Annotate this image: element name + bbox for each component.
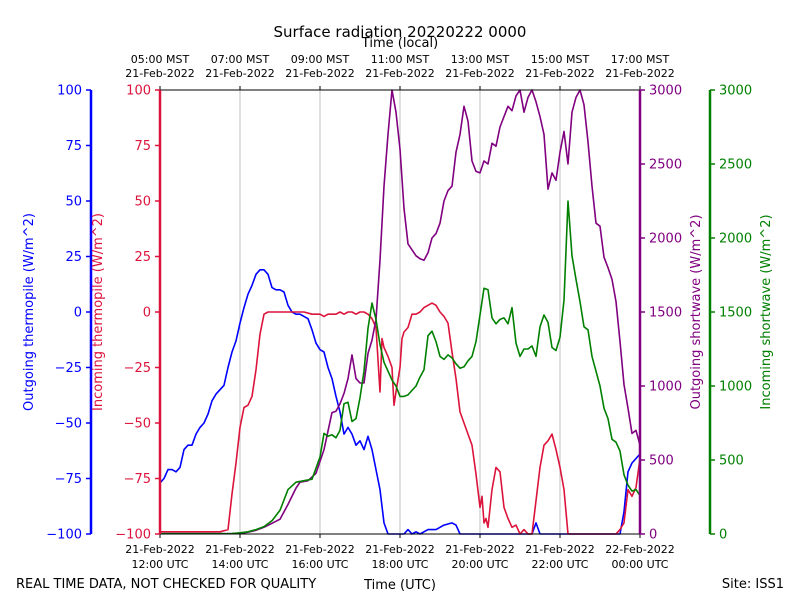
y-tick-label: 0	[74, 306, 82, 321]
top-tick-label-time: 13:00 MST	[451, 53, 510, 66]
x-tick-label-date: 21-Feb-2022	[445, 543, 514, 556]
y-tick-label: 75	[134, 139, 151, 154]
y-tick-label: 1000	[719, 380, 752, 395]
top-tick-label-date: 21-Feb-2022	[205, 67, 274, 80]
x-tick-label-date: 22-Feb-2022	[605, 543, 674, 556]
y-tick-label: 500	[649, 454, 674, 469]
top-axis-label: Time (local)	[361, 36, 438, 51]
y-tick-label: 2500	[649, 158, 682, 173]
top-tick-label-time: 07:00 MST	[211, 53, 270, 66]
top-tick-label-date: 21-Feb-2022	[125, 67, 194, 80]
y-tick-label: −50	[55, 417, 82, 432]
x-tick-label-date: 21-Feb-2022	[525, 543, 594, 556]
x-tick-label-time: 18:00 UTC	[371, 558, 428, 571]
x-tick-label-time: 00:00 UTC	[611, 558, 668, 571]
x-tick-label-date: 21-Feb-2022	[365, 543, 434, 556]
y-tick-label: 2000	[649, 232, 682, 247]
y-tick-label: −75	[124, 472, 151, 487]
y-tick-label: 50	[65, 195, 82, 210]
y-tick-label: 1500	[649, 306, 682, 321]
x-tick-label-time: 16:00 UTC	[291, 558, 348, 571]
y-tick-label: 25	[134, 250, 151, 265]
y-tick-label: 3000	[649, 84, 682, 99]
footer-site: Site: ISS1	[722, 577, 784, 592]
y-tick-label: 0	[649, 528, 657, 543]
top-tick-label-time: 17:00 MST	[611, 53, 670, 66]
x-tick-label-time: 12:00 UTC	[131, 558, 188, 571]
plot-area: 21-Feb-2022 12:00 UTC 21-Feb-2022 14:00 UTC…	[22, 53, 774, 571]
y-axis-label-ax_out_tp: Outgoing thermopile (W/m^2)	[22, 213, 37, 411]
top-tick-label-time: 11:00 MST	[371, 53, 430, 66]
series-line-3	[160, 89, 640, 535]
top-tick-label-time: 05:00 MST	[131, 53, 190, 66]
y-tick-label: −100	[115, 528, 151, 543]
top-tick-label-date: 21-Feb-2022	[605, 67, 674, 80]
x-tick-label-time: 14:00 UTC	[211, 558, 268, 571]
y-tick-label: 100	[126, 84, 151, 99]
y-tick-label: −25	[55, 361, 82, 376]
y-tick-label: 25	[65, 250, 82, 265]
x-axis-label: Time (UTC)	[363, 578, 436, 593]
top-tick-label-time: 15:00 MST	[531, 53, 590, 66]
top-tick-label-date: 21-Feb-2022	[525, 67, 594, 80]
top-tick-label-date: 21-Feb-2022	[445, 67, 514, 80]
series-line-2	[160, 302, 640, 535]
y-tick-label: 2500	[719, 158, 752, 173]
y-tick-label: 100	[57, 84, 82, 99]
top-tick-label-date: 21-Feb-2022	[365, 67, 434, 80]
x-tick-label-date: 21-Feb-2022	[205, 543, 274, 556]
y-axis-label-ax_in_sw: Incoming shortwave (W/m^2)	[759, 214, 774, 409]
y-tick-label: −50	[124, 417, 151, 432]
y-tick-label: 3000	[719, 84, 752, 99]
top-tick-label-time: 09:00 MST	[291, 53, 350, 66]
series-line-4	[160, 200, 640, 535]
x-tick-label-time: 22:00 UTC	[531, 558, 588, 571]
top-tick-label-date: 21-Feb-2022	[285, 67, 354, 80]
y-tick-label: 75	[65, 139, 82, 154]
y-tick-label: 1000	[649, 380, 682, 395]
y-tick-label: 0	[143, 306, 151, 321]
y-tick-label: −75	[55, 472, 82, 487]
y-axis-label-ax_in_tp: Incoming thermopile (W/m^2)	[91, 213, 106, 411]
chart-title: Surface radiation 20220222 0000	[274, 23, 527, 41]
x-tick-label-date: 21-Feb-2022	[125, 543, 194, 556]
y-tick-label: −25	[124, 361, 151, 376]
x-tick-label-time: 20:00 UTC	[451, 558, 508, 571]
y-tick-label: 500	[719, 454, 744, 469]
footer-quality-note: REAL TIME DATA, NOT CHECKED FOR QUALITY	[16, 577, 316, 592]
y-tick-label: −100	[46, 528, 82, 543]
x-tick-label-date: 21-Feb-2022	[285, 543, 354, 556]
y-axis-label-ax_out_sw: Outgoing shortwave (W/m^2)	[689, 214, 704, 409]
y-tick-label: 0	[719, 528, 727, 543]
y-tick-label: 50	[134, 195, 151, 210]
y-tick-label: 1500	[719, 306, 752, 321]
y-tick-label: 2000	[719, 232, 752, 247]
